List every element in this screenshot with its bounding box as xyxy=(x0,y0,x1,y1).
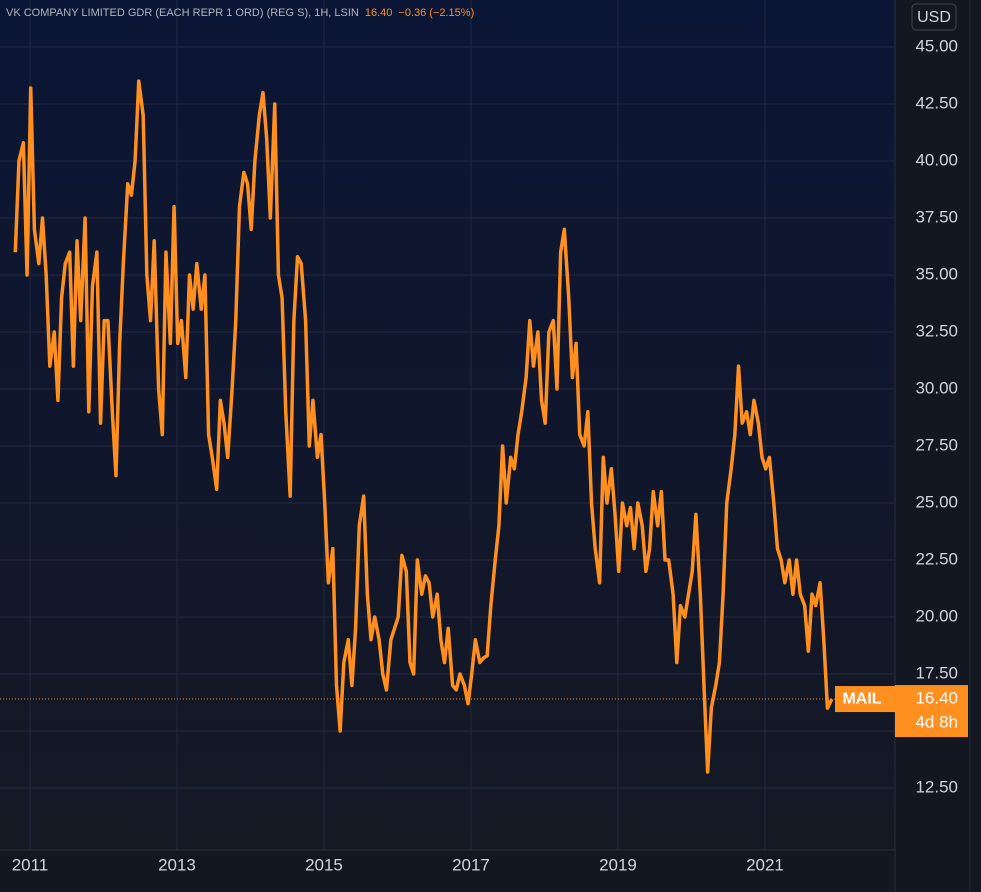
y-tick-label: 32.50 xyxy=(915,321,958,340)
y-tick-label: 45.00 xyxy=(915,36,958,55)
y-tick-label: 27.50 xyxy=(915,435,958,454)
axis-background xyxy=(895,0,981,892)
chart-title: VK COMPANY LIMITED GDR (EACH REPR 1 ORD)… xyxy=(6,7,474,19)
x-tick-label: 2019 xyxy=(599,855,637,874)
y-tick-label: 42.50 xyxy=(915,93,958,112)
x-tick-label: 2021 xyxy=(746,855,784,874)
price-box xyxy=(895,685,968,738)
symbol-box xyxy=(835,686,895,713)
y-tick-label: 37.50 xyxy=(915,207,958,226)
x-tick-label: 2017 xyxy=(452,855,490,874)
symbol-label: MAIL xyxy=(842,690,881,707)
currency-box[interactable] xyxy=(911,3,957,31)
y-tick-label: 25.00 xyxy=(915,492,958,511)
y-tick-label: 20.00 xyxy=(915,606,958,625)
price-line xyxy=(13,79,834,774)
price-label: 16.40 xyxy=(915,689,958,708)
y-tick-label: 17.50 xyxy=(915,663,958,682)
y-tick-label: 22.50 xyxy=(915,549,958,568)
y-tick-label: 30.00 xyxy=(915,378,958,397)
currency[interactable]: USD xyxy=(917,9,951,26)
x-tick-label: 2011 xyxy=(12,855,49,874)
axis-background xyxy=(0,850,895,892)
countdown-label: 4d 8h xyxy=(915,713,958,732)
y-tick-label: 12.50 xyxy=(915,777,958,796)
y-tick-label: 40.00 xyxy=(915,150,958,169)
x-tick-label: 2013 xyxy=(158,855,196,874)
y-tick-label: 35.00 xyxy=(915,264,958,283)
plot-background xyxy=(0,0,895,850)
x-tick-label: 2015 xyxy=(305,855,343,874)
